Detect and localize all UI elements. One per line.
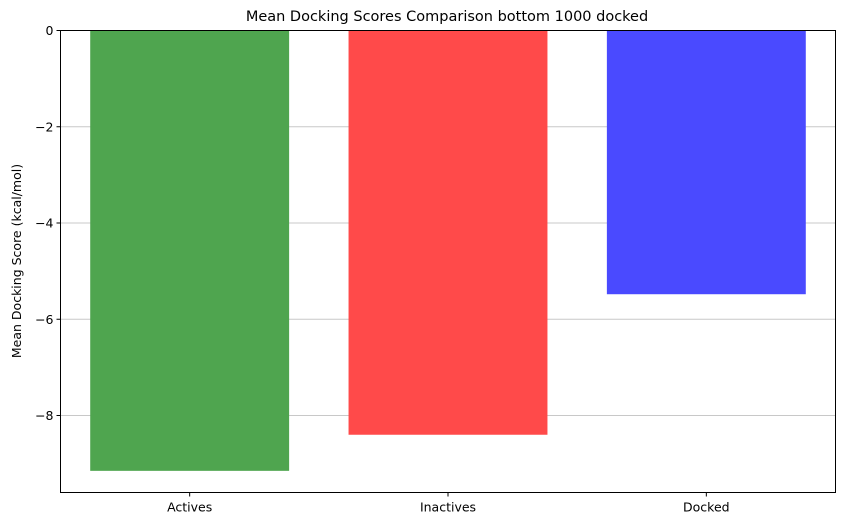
x-tick-label: Inactives xyxy=(420,500,476,515)
bar-docked xyxy=(606,30,806,295)
x-tick-label: Actives xyxy=(167,500,212,515)
y-tick-label: −2 xyxy=(35,119,53,134)
bars xyxy=(90,30,806,471)
y-tick-label: −8 xyxy=(35,408,53,423)
chart-title: Mean Docking Scores Comparison bottom 10… xyxy=(246,9,648,25)
bar-actives xyxy=(90,30,290,471)
y-axis-ticks: 0 −2 −4 −6 −8 xyxy=(35,23,61,423)
x-tick-label: Docked xyxy=(683,500,730,515)
y-tick-label: −6 xyxy=(35,312,53,327)
bar-inactives xyxy=(348,30,548,435)
x-axis-ticks: Actives Inactives Docked xyxy=(167,492,730,515)
y-tick-label: −4 xyxy=(35,216,53,231)
y-tick-label: 0 xyxy=(46,23,54,38)
y-axis-label: Mean Docking Score (kcal/mol) xyxy=(9,164,24,358)
